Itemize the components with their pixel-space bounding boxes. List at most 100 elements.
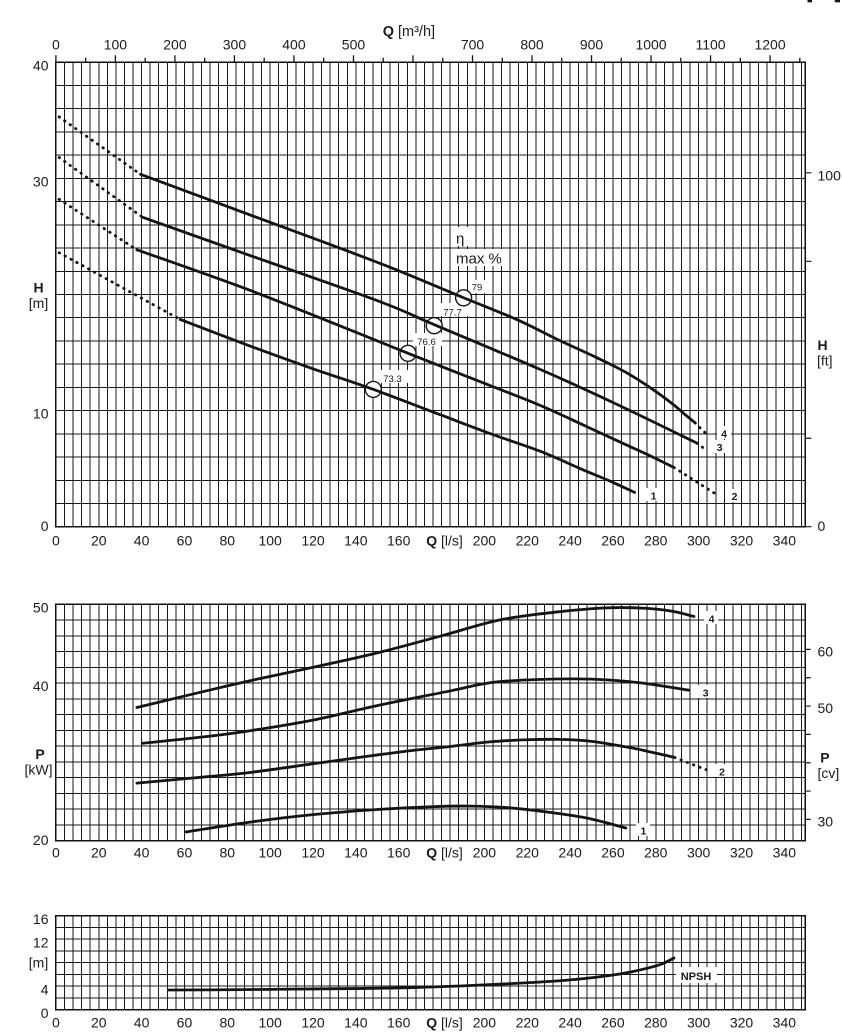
svg-text:220: 220 [516, 532, 540, 548]
svg-text:100: 100 [104, 36, 128, 52]
svg-text:20: 20 [91, 1015, 107, 1031]
svg-text:10: 10 [33, 406, 49, 422]
svg-text:Q [l/s]: Q [l/s] [426, 532, 463, 548]
svg-text:200: 200 [473, 845, 497, 861]
svg-text:80: 80 [220, 1015, 236, 1031]
svg-text:80: 80 [220, 845, 236, 861]
svg-text:[cv]: [cv] [818, 765, 840, 781]
svg-text:160: 160 [387, 845, 411, 861]
svg-text:160: 160 [387, 532, 411, 548]
svg-text:160: 160 [387, 1015, 411, 1031]
svg-text:300: 300 [687, 845, 711, 861]
svg-text:320: 320 [730, 845, 754, 861]
svg-text:1: 1 [640, 825, 646, 837]
svg-text:300: 300 [223, 36, 247, 52]
svg-text:73.3: 73.3 [383, 374, 402, 385]
svg-text:60: 60 [177, 1015, 193, 1031]
svg-text:100: 100 [818, 168, 842, 184]
svg-text:40: 40 [33, 678, 49, 694]
svg-text:80: 80 [220, 532, 236, 548]
svg-text:60: 60 [177, 532, 193, 548]
svg-text:0: 0 [52, 532, 60, 548]
svg-text:120: 120 [301, 845, 325, 861]
svg-text:260: 260 [601, 532, 625, 548]
svg-text:2: 2 [732, 491, 738, 503]
svg-text:40: 40 [134, 845, 150, 861]
svg-text:60: 60 [818, 643, 834, 659]
svg-text:NPSH: NPSH [681, 971, 712, 983]
svg-text:1000: 1000 [635, 36, 666, 52]
svg-text:1200: 1200 [754, 36, 785, 52]
svg-text:340: 340 [773, 532, 797, 548]
svg-text:0: 0 [52, 36, 60, 52]
svg-text:16: 16 [33, 911, 49, 927]
svg-text:400: 400 [282, 36, 306, 52]
svg-text:320: 320 [730, 1015, 754, 1031]
svg-text:700: 700 [461, 36, 485, 52]
svg-text:200: 200 [473, 1015, 497, 1031]
svg-text:76.6: 76.6 [417, 337, 436, 348]
svg-text:280: 280 [644, 845, 668, 861]
svg-text:300: 300 [687, 532, 711, 548]
svg-text:40: 40 [134, 532, 150, 548]
svg-text:240: 240 [558, 845, 582, 861]
svg-text:40: 40 [134, 1015, 150, 1031]
svg-text:800: 800 [520, 36, 544, 52]
svg-text:300: 300 [687, 1015, 711, 1031]
svg-text:120: 120 [301, 532, 325, 548]
svg-text:4: 4 [41, 981, 49, 997]
svg-text:30: 30 [33, 174, 49, 190]
svg-text:H: H [818, 337, 828, 353]
svg-text:220: 220 [516, 1015, 540, 1031]
svg-text:0: 0 [52, 1015, 60, 1031]
svg-text:30: 30 [818, 813, 834, 829]
svg-text:340: 340 [773, 845, 797, 861]
svg-text:H: H [33, 280, 43, 296]
svg-text:1: 1 [651, 491, 657, 503]
svg-text:320: 320 [730, 532, 754, 548]
svg-text:P: P [35, 746, 44, 762]
svg-text:79: 79 [472, 283, 483, 294]
svg-text:50: 50 [33, 599, 49, 615]
svg-text:P: P [820, 749, 829, 765]
svg-text:50: 50 [818, 700, 834, 716]
svg-text:220: 220 [516, 845, 540, 861]
svg-text:500: 500 [342, 36, 366, 52]
svg-text:20: 20 [91, 532, 107, 548]
svg-text:0: 0 [41, 1005, 49, 1021]
svg-text:0: 0 [52, 845, 60, 861]
svg-text:20: 20 [33, 832, 49, 848]
svg-text:4: 4 [721, 429, 727, 441]
svg-text:340: 340 [773, 1015, 797, 1031]
svg-text:3: 3 [717, 442, 723, 454]
svg-text:100: 100 [258, 1015, 282, 1031]
svg-text:200: 200 [473, 532, 497, 548]
svg-text:max %: max % [456, 251, 502, 268]
svg-text:[kW]: [kW] [25, 761, 53, 777]
svg-text:20: 20 [91, 845, 107, 861]
svg-text:Q [l/s]: Q [l/s] [426, 845, 463, 861]
svg-text:900: 900 [580, 36, 604, 52]
svg-text:120: 120 [301, 1015, 325, 1031]
svg-text:140: 140 [344, 1015, 368, 1031]
svg-text:Q [m³/h]: Q [m³/h] [383, 24, 435, 40]
svg-text:2: 2 [719, 766, 725, 778]
svg-text:140: 140 [344, 845, 368, 861]
svg-text:η: η [456, 231, 464, 248]
svg-text:0: 0 [41, 518, 49, 534]
svg-text:4: 4 [709, 613, 715, 625]
svg-text:260: 260 [601, 845, 625, 861]
svg-text:280: 280 [644, 1015, 668, 1031]
svg-text:60: 60 [177, 845, 193, 861]
svg-text:Q [l/s]: Q [l/s] [426, 1015, 463, 1031]
svg-text:200: 200 [163, 36, 187, 52]
svg-text:140: 140 [344, 532, 368, 548]
svg-text:12: 12 [33, 934, 49, 950]
svg-text:77.7: 77.7 [443, 308, 462, 319]
svg-text:240: 240 [558, 1015, 582, 1031]
svg-text:40: 40 [33, 57, 49, 73]
svg-text:100: 100 [258, 845, 282, 861]
svg-text:0: 0 [818, 518, 826, 534]
svg-text:100: 100 [258, 532, 282, 548]
svg-text:240: 240 [558, 532, 582, 548]
